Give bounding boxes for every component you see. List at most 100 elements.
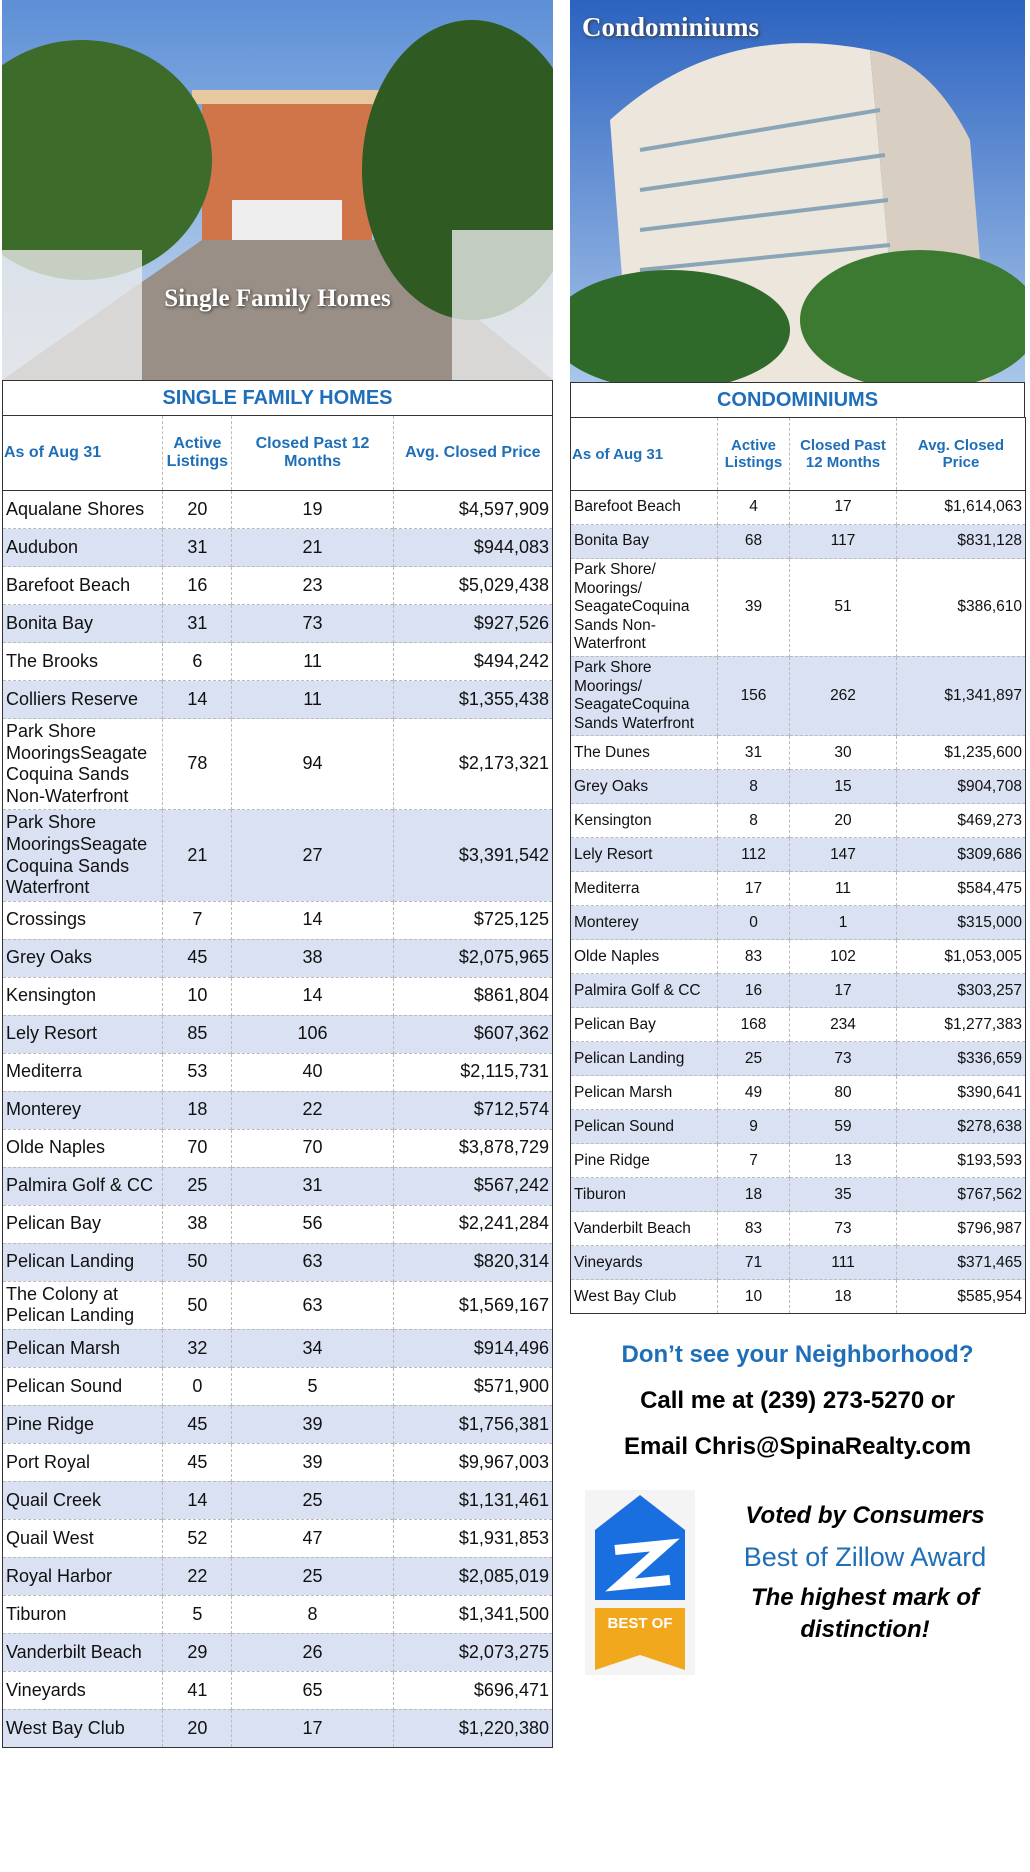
table-row: Vanderbilt Beach 29 26 $2,073,275 <box>2 1632 553 1672</box>
count: 23 <box>231 566 394 605</box>
table-row: Barefoot Beach 16 23 $5,029,438 <box>2 566 553 605</box>
count: 70 <box>162 1128 232 1168</box>
count: 34 <box>231 1328 394 1368</box>
count: 20 <box>162 490 232 529</box>
count: 18 <box>162 1090 232 1130</box>
neighborhood: Olde Naples <box>2 1128 163 1168</box>
count: 1 <box>789 905 897 940</box>
avg-price: $567,242 <box>392 1166 553 1206</box>
count: 20 <box>162 1708 232 1748</box>
count: 45 <box>162 1442 232 1482</box>
count: 32 <box>162 1328 232 1368</box>
count: 39 <box>717 558 790 657</box>
table-row: West Bay Club 10 18 $585,954 <box>570 1279 1026 1314</box>
neighborhood: Pelican Bay <box>2 1204 163 1244</box>
neighborhood: Vanderbilt Beach <box>2 1632 163 1672</box>
count: 73 <box>789 1041 897 1076</box>
table-row: Pine Ridge 7 13 $193,593 <box>570 1143 1026 1178</box>
table-row: Pelican Marsh 32 34 $914,496 <box>2 1328 553 1368</box>
avg-price: $2,085,019 <box>392 1556 553 1596</box>
count: 6 <box>162 642 232 681</box>
avg-price: $1,931,853 <box>392 1518 553 1558</box>
avg-price: $904,708 <box>896 769 1026 804</box>
count: 112 <box>717 837 790 872</box>
table-row: Monterey 18 22 $712,574 <box>2 1090 553 1130</box>
avg-price: $386,610 <box>896 558 1026 657</box>
count: 18 <box>789 1279 897 1314</box>
table-row: Lely Resort 112 147 $309,686 <box>570 837 1026 872</box>
table-row: Audubon 31 21 $944,083 <box>2 528 553 567</box>
neighborhood: Park Shore MooringsSeagate Coquina Sands… <box>2 717 163 810</box>
count: 17 <box>717 871 790 906</box>
count: 11 <box>789 871 897 906</box>
avg-price: $2,115,731 <box>392 1052 553 1092</box>
count: 8 <box>717 769 790 804</box>
neighborhood: Pelican Landing <box>2 1242 163 1282</box>
neighborhood: Pelican Sound <box>570 1109 718 1144</box>
table-row: Mediterra 53 40 $2,115,731 <box>2 1052 553 1092</box>
column-header: As of Aug 31 <box>2 415 163 491</box>
count: 47 <box>231 1518 394 1558</box>
count: 80 <box>789 1075 897 1110</box>
award-line: The highest mark of distinction! <box>750 1584 980 1644</box>
avg-price: $278,638 <box>896 1109 1026 1144</box>
avg-price: $944,083 <box>392 528 553 567</box>
column-header: Active Listings <box>162 415 232 491</box>
count: 21 <box>231 528 394 567</box>
count: 11 <box>231 680 394 719</box>
count: 22 <box>162 1556 232 1596</box>
count: 25 <box>231 1556 394 1596</box>
listings-table: As of Aug 31 Active Listings Closed Past 1… <box>2 415 553 1748</box>
count: 13 <box>789 1143 897 1178</box>
count: 19 <box>231 490 394 529</box>
count: 73 <box>231 604 394 643</box>
avg-price: $3,878,729 <box>392 1128 553 1168</box>
table-row: Olde Naples 83 102 $1,053,005 <box>570 939 1026 974</box>
header-row: As of Aug 31 Active Listings Closed Past 1… <box>2 415 553 491</box>
count: 14 <box>162 680 232 719</box>
photo-caption: Condominiums <box>582 12 760 42</box>
table-row: Colliers Reserve 14 11 $1,355,438 <box>2 680 553 719</box>
table-row: The Dunes 31 30 $1,235,600 <box>570 735 1026 770</box>
neighborhood: Royal Harbor <box>2 1556 163 1596</box>
table-row: Vineyards 41 65 $696,471 <box>2 1670 553 1710</box>
table-row: Pelican Sound 9 59 $278,638 <box>570 1109 1026 1144</box>
neighborhood: Park Shore Moorings/ SeagateCoquina Sand… <box>570 655 718 736</box>
count: 29 <box>162 1632 232 1672</box>
count: 17 <box>789 490 897 525</box>
avg-price: $927,526 <box>392 604 553 643</box>
award-line: Best of Zillow Award <box>743 1542 987 1573</box>
listings-table: As of Aug 31 Active Listings Closed Past 1… <box>570 417 1026 1315</box>
neighborhood: The Brooks <box>2 642 163 681</box>
count: 111 <box>789 1245 897 1280</box>
count: 41 <box>162 1670 232 1710</box>
avg-price: $820,314 <box>392 1242 553 1282</box>
count: 26 <box>231 1632 394 1672</box>
avg-price: $336,659 <box>896 1041 1026 1076</box>
count: 38 <box>231 938 394 978</box>
avg-price: $571,900 <box>392 1366 553 1406</box>
avg-price: $2,241,284 <box>392 1204 553 1244</box>
count: 56 <box>231 1204 394 1244</box>
contact-question: Don’t see your Neighborhood? <box>621 1341 974 1369</box>
count: 35 <box>789 1177 897 1212</box>
single-family-column: Single Family Homes SINGLE FAMILY HOMES … <box>0 0 582 1748</box>
table-row: Pelican Landing 25 73 $336,659 <box>570 1041 1026 1076</box>
avg-price: $584,475 <box>896 871 1026 906</box>
count: 63 <box>231 1242 394 1282</box>
award-line: Voted by Consumers <box>745 1502 985 1530</box>
table-row: Pelican Bay 38 56 $2,241,284 <box>2 1204 553 1244</box>
count: 102 <box>789 939 897 974</box>
count: 49 <box>717 1075 790 1110</box>
count: 17 <box>231 1708 394 1748</box>
neighborhood: Lely Resort <box>570 837 718 872</box>
neighborhood: Palmira Golf & CC <box>570 973 718 1008</box>
column-header: Closed Past 12 Months <box>789 417 897 491</box>
neighborhood: Vanderbilt Beach <box>570 1211 718 1246</box>
neighborhood: Pelican Sound <box>2 1366 163 1406</box>
count: 117 <box>789 524 897 559</box>
count: 27 <box>231 809 394 902</box>
neighborhood: Mediterra <box>2 1052 163 1092</box>
count: 17 <box>789 973 897 1008</box>
